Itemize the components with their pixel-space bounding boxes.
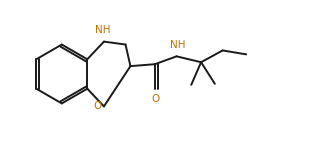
Text: NH: NH (95, 25, 111, 35)
Text: O: O (93, 101, 101, 111)
Text: O: O (152, 94, 160, 104)
Text: NH: NH (170, 40, 185, 50)
